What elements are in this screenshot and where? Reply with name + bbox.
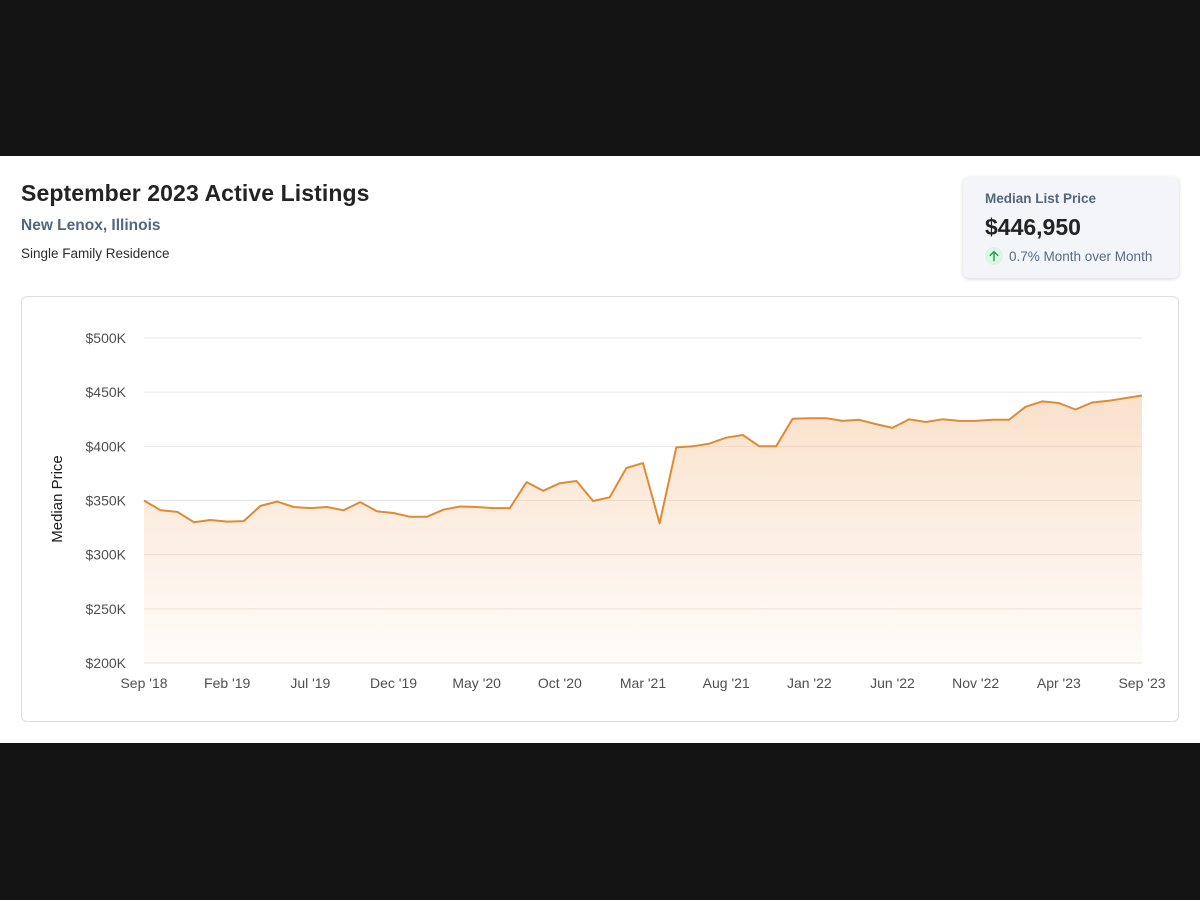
x-tick-label: Jan '22	[787, 675, 832, 691]
x-tick-label: May '20	[452, 675, 501, 691]
location-subtitle: New Lenox, Illinois	[21, 217, 161, 234]
y-tick-label: $200K	[86, 655, 127, 671]
x-tick-label: Sep '23	[1118, 675, 1165, 691]
x-tick-label: Jul '19	[290, 675, 330, 691]
y-tick-label: $350K	[86, 493, 127, 509]
y-tick-label: $500K	[86, 330, 127, 346]
y-tick-label: $400K	[86, 438, 127, 454]
price-area-fill	[144, 395, 1142, 663]
x-tick-label: Oct '20	[538, 675, 582, 691]
stat-label: Median List Price	[985, 191, 1097, 206]
x-tick-label: Nov '22	[952, 675, 999, 691]
y-tick-label: $250K	[86, 601, 127, 617]
stat-change-text: 0.7% Month over Month	[1009, 248, 1153, 264]
x-tick-label: Dec '19	[370, 675, 417, 691]
property-type-label: Single Family Residence	[21, 246, 170, 261]
x-tick-label: Jun '22	[870, 675, 915, 691]
price-series-line	[143, 394, 1143, 525]
x-tick-label: Sep '18	[120, 675, 167, 691]
x-tick-label: Apr '23	[1037, 675, 1081, 691]
x-tick-label: Mar '21	[620, 675, 666, 691]
letterbox-top	[0, 0, 1200, 156]
chart-container: $200K $250K $300K $350K $400K $450K $500K Sep '…	[21, 296, 1179, 722]
page-title: September 2023 Active Listings	[21, 180, 370, 206]
y-axis-title: Median Price	[49, 455, 66, 543]
median-price-card: Median List Price $446,950 0.7% Month ov…	[963, 177, 1179, 278]
y-tick-label: $450K	[86, 384, 127, 400]
x-tick-label: Aug '21	[703, 675, 750, 691]
arrow-up-icon	[985, 247, 1003, 265]
stat-value: $446,950	[985, 214, 1081, 240]
y-tick-label: $300K	[86, 547, 127, 563]
median-price-chart: $200K $250K $300K $350K $400K $450K $500K Sep '…	[49, 330, 1166, 691]
x-tick-label: Feb '19	[204, 675, 250, 691]
stat-change: 0.7% Month over Month	[985, 246, 1152, 266]
listings-panel: September 2023 Active Listings New Lenox…	[0, 156, 1200, 743]
letterbox-bottom	[0, 743, 1200, 900]
